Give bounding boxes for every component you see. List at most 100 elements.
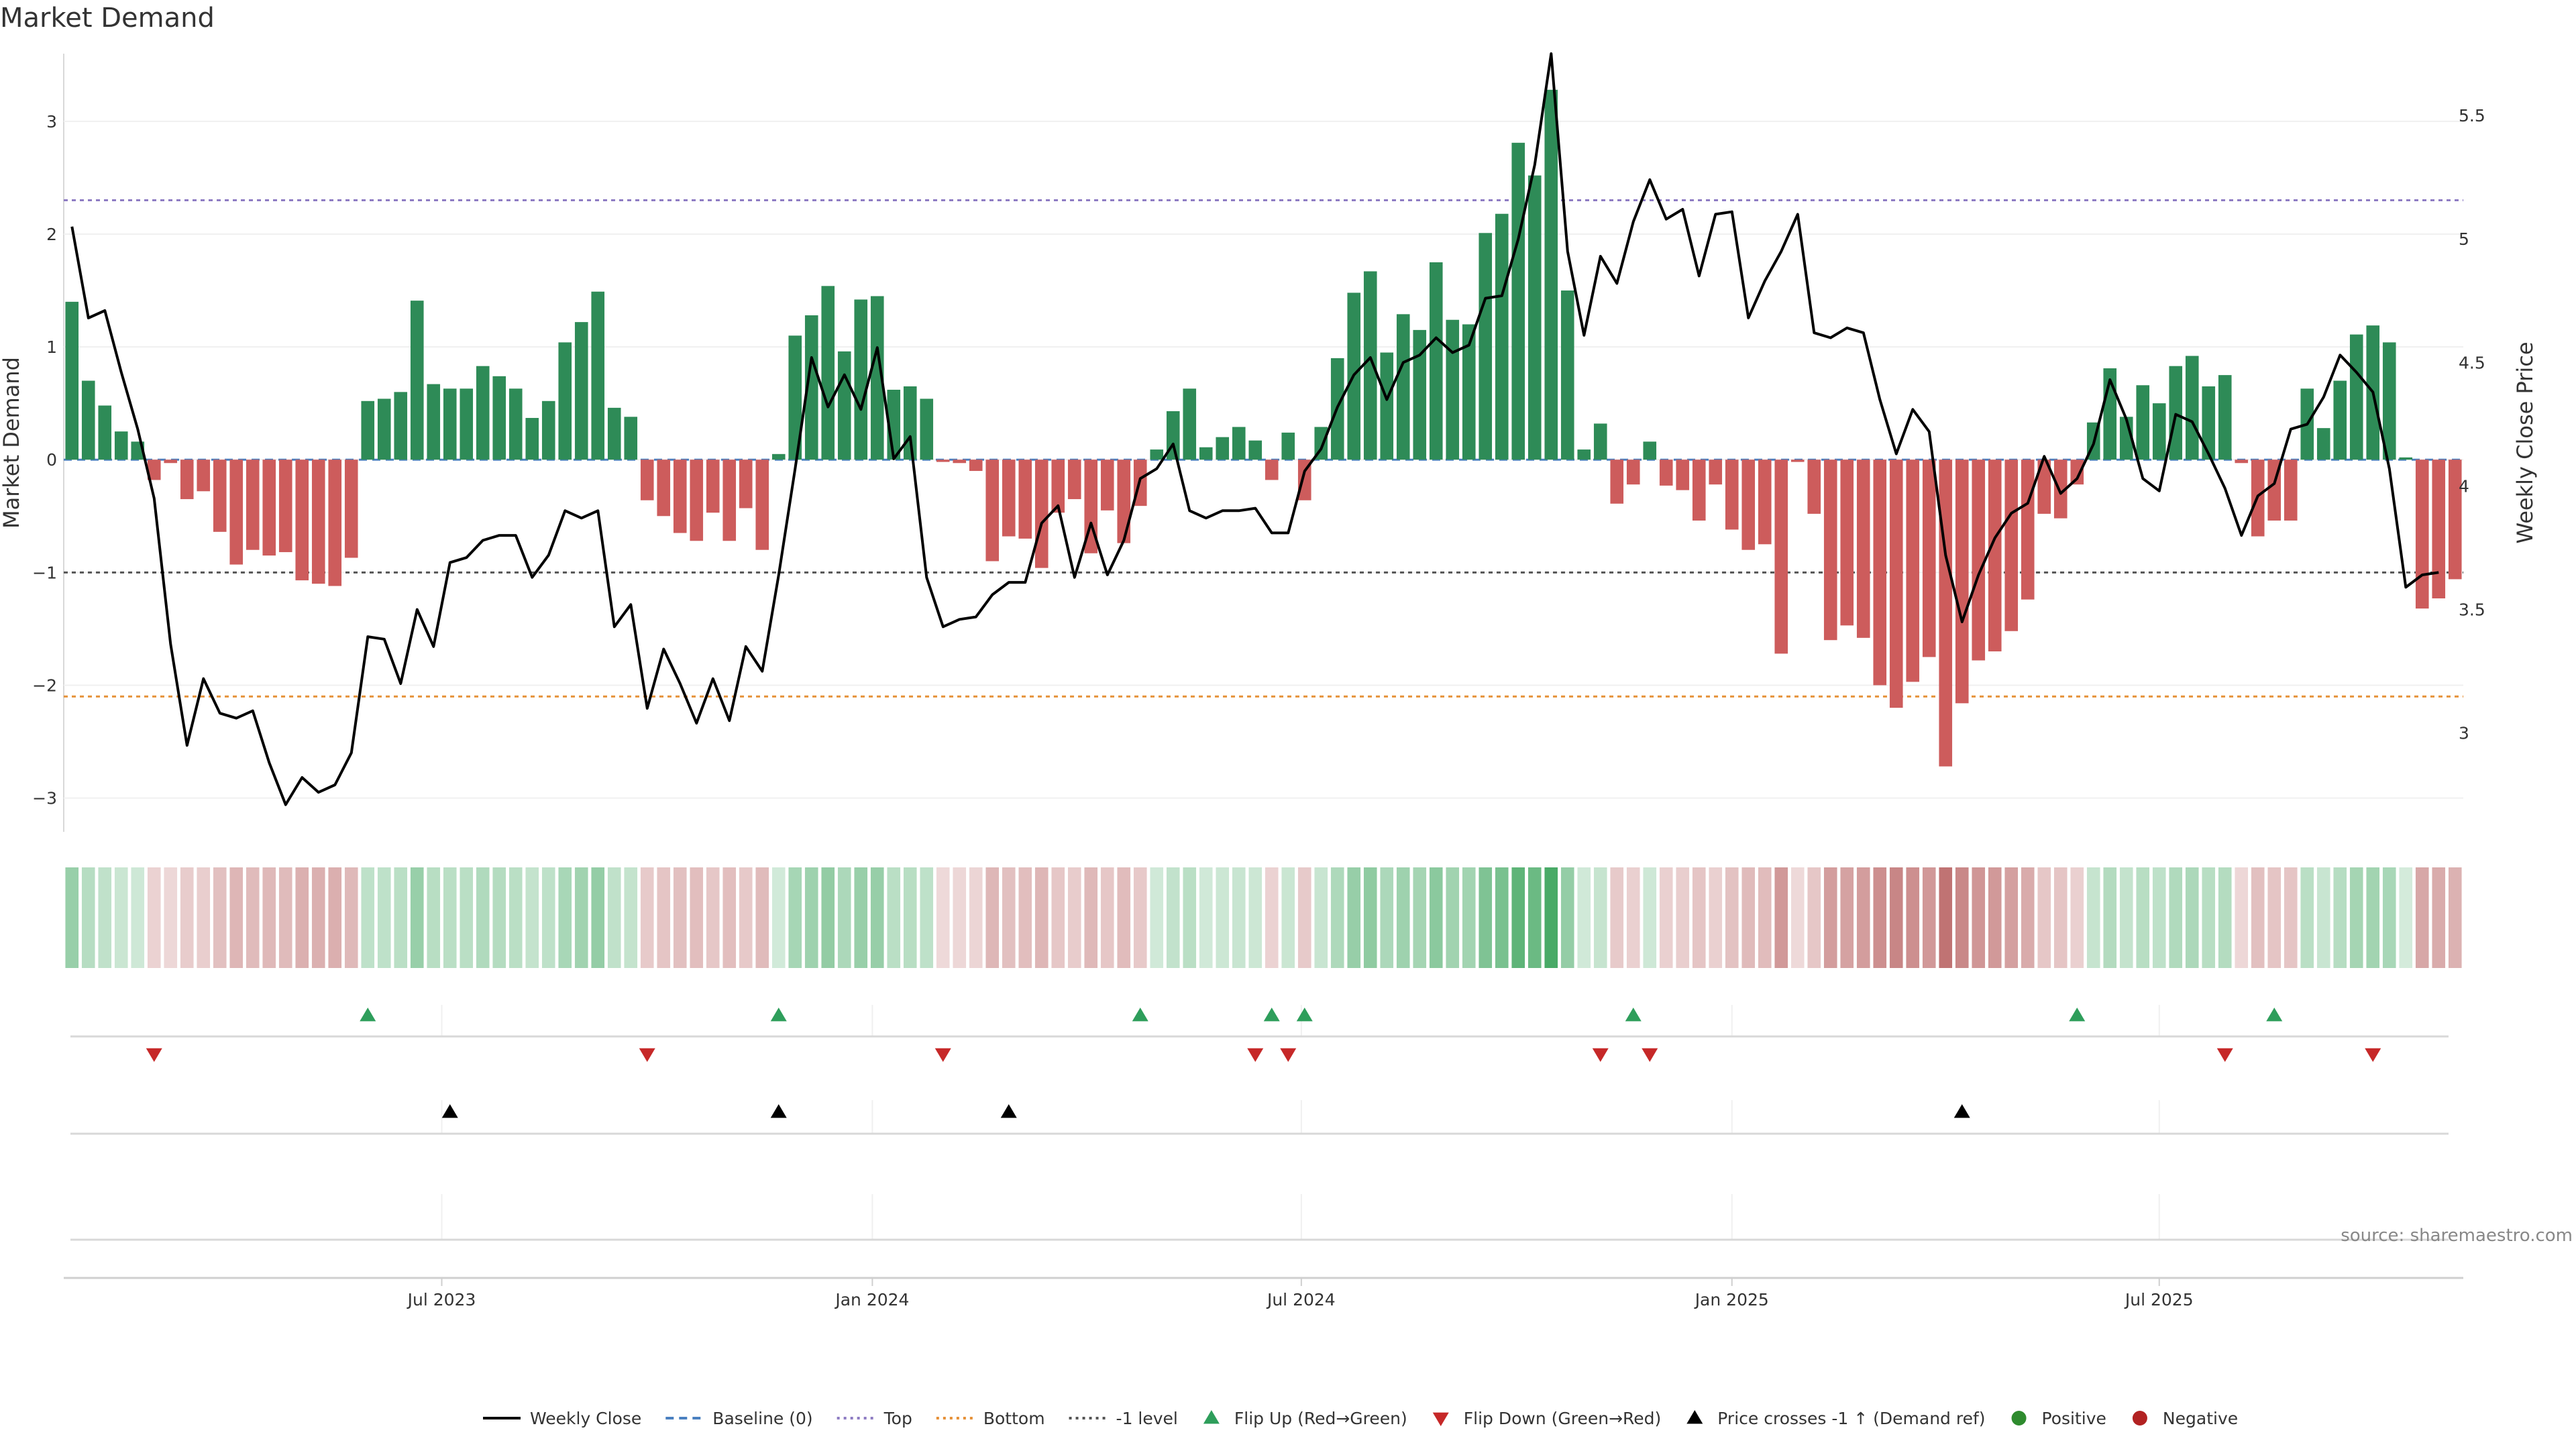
heat-cell <box>2086 867 2100 968</box>
heat-cell <box>771 867 786 968</box>
heat-cell <box>1856 867 1870 968</box>
demand-bar <box>640 460 654 500</box>
heat-cell <box>1330 867 1344 968</box>
left-tick-label: 0 <box>46 450 57 470</box>
demand-bar <box>1939 460 1953 767</box>
demand-bar <box>1429 262 1443 460</box>
flip-up-marker <box>770 1008 787 1022</box>
demand-bar <box>903 386 917 460</box>
x-tick-label: Jul 2023 <box>407 1290 476 1309</box>
flip-up-marker <box>2266 1008 2283 1022</box>
demand-bar <box>2136 385 2150 460</box>
heat-cell <box>739 867 753 968</box>
heat-cell <box>1577 867 1591 968</box>
heat-cell <box>180 867 194 968</box>
demand-bar <box>1150 449 1164 460</box>
demand-bar <box>1067 460 1081 500</box>
demand-bar <box>1199 447 1213 460</box>
legend-label: Price crosses -1 ↑ (Demand ref) <box>1717 1409 1985 1428</box>
demand-bar <box>2415 460 2429 609</box>
demand-bar <box>492 376 506 460</box>
demand-bar <box>2202 386 2216 460</box>
demand-bar <box>2037 460 2051 514</box>
demand-bar <box>246 460 260 550</box>
heat-cell <box>591 867 605 968</box>
heat-cell <box>870 867 884 968</box>
demand-bar <box>278 460 292 553</box>
flip-down-marker <box>1642 1048 1658 1062</box>
flip-down-marker <box>1280 1048 1297 1062</box>
heat-cell <box>1462 867 1476 968</box>
legend-label: Positive <box>2042 1409 2106 1428</box>
heat-cell <box>1873 867 1887 968</box>
demand-bar <box>739 460 753 508</box>
left-tick-label: 2 <box>46 225 57 244</box>
x-tick-label: Jul 2024 <box>1266 1290 1336 1309</box>
demand-bar <box>2070 460 2084 485</box>
y-axis-label-right: Weekly Close Price <box>2512 341 2538 543</box>
demand-bar <box>1972 460 1986 661</box>
demand-bar <box>1446 319 1460 460</box>
demand-bar <box>2218 375 2232 460</box>
demand-bar <box>1479 233 1493 460</box>
heat-cell <box>492 867 506 968</box>
demand-bar <box>1117 460 1131 543</box>
heat-cell <box>1511 867 1525 968</box>
demand-bar <box>229 460 244 565</box>
demand-bar <box>147 460 161 480</box>
legend-item: -1 level <box>1069 1409 1178 1428</box>
demand-bar <box>508 388 523 460</box>
flip-down-marker <box>1592 1048 1609 1062</box>
demand-bar <box>771 453 786 460</box>
heat-cell <box>690 867 704 968</box>
heat-cell <box>65 867 79 968</box>
heat-cell <box>1725 867 1739 968</box>
chart-title: Market Demand <box>0 3 215 34</box>
heat-cell <box>1413 867 1427 968</box>
heat-cell <box>624 867 638 968</box>
demand-bar <box>1051 460 1065 513</box>
heat-cell <box>1790 867 1805 968</box>
x-tick-label: Jul 2025 <box>2124 1290 2194 1309</box>
demand-bar <box>2053 460 2068 519</box>
heat-cell <box>1380 867 1394 968</box>
heat-cell <box>1626 867 1640 968</box>
x-tick-label: Jan 2024 <box>834 1290 909 1309</box>
demand-bar <box>525 418 539 460</box>
demand-bar <box>1544 89 1558 460</box>
source-note: source: sharemaestro.com <box>2341 1226 2573 1246</box>
left-axis-ticks: 3 2 1 0 −1 −2 −3 <box>32 112 57 808</box>
heat-cell <box>2103 867 2117 968</box>
heat-cell <box>1906 867 1920 968</box>
heat-cell <box>788 867 802 968</box>
legend-swatch <box>1686 1410 1703 1424</box>
heat-cell <box>2432 867 2446 968</box>
heat-cell <box>410 867 424 968</box>
heat-cell <box>2284 867 2298 968</box>
legend-label: Bottom <box>983 1409 1045 1428</box>
heat-cell <box>887 867 901 968</box>
legend-label: Flip Down (Green→Red) <box>1464 1409 1662 1428</box>
heat-cell <box>1133 867 1147 968</box>
demand-bar <box>2152 403 2166 460</box>
heat-cell <box>1593 867 1607 968</box>
heat-cell <box>1560 867 1574 968</box>
demand-bar <box>394 392 408 460</box>
heat-cell <box>2300 867 2314 968</box>
heat-cell <box>1823 867 1837 968</box>
demand-bar <box>1955 460 1969 704</box>
flip-up-marker <box>2069 1008 2086 1022</box>
heat-cell <box>657 867 671 968</box>
demand-bar <box>1577 449 1591 460</box>
heat-cell <box>574 867 588 968</box>
heat-cell <box>1544 867 1558 968</box>
demand-bar <box>624 417 638 460</box>
demand-bar <box>1692 460 1706 521</box>
heat-cell <box>1939 867 1953 968</box>
heat-cell <box>394 867 408 968</box>
demand-bar <box>295 460 309 581</box>
demand-bar <box>1790 460 1805 462</box>
demand-bar <box>1840 460 1854 626</box>
heat-cell <box>706 867 720 968</box>
heat-cell <box>1709 867 1723 968</box>
